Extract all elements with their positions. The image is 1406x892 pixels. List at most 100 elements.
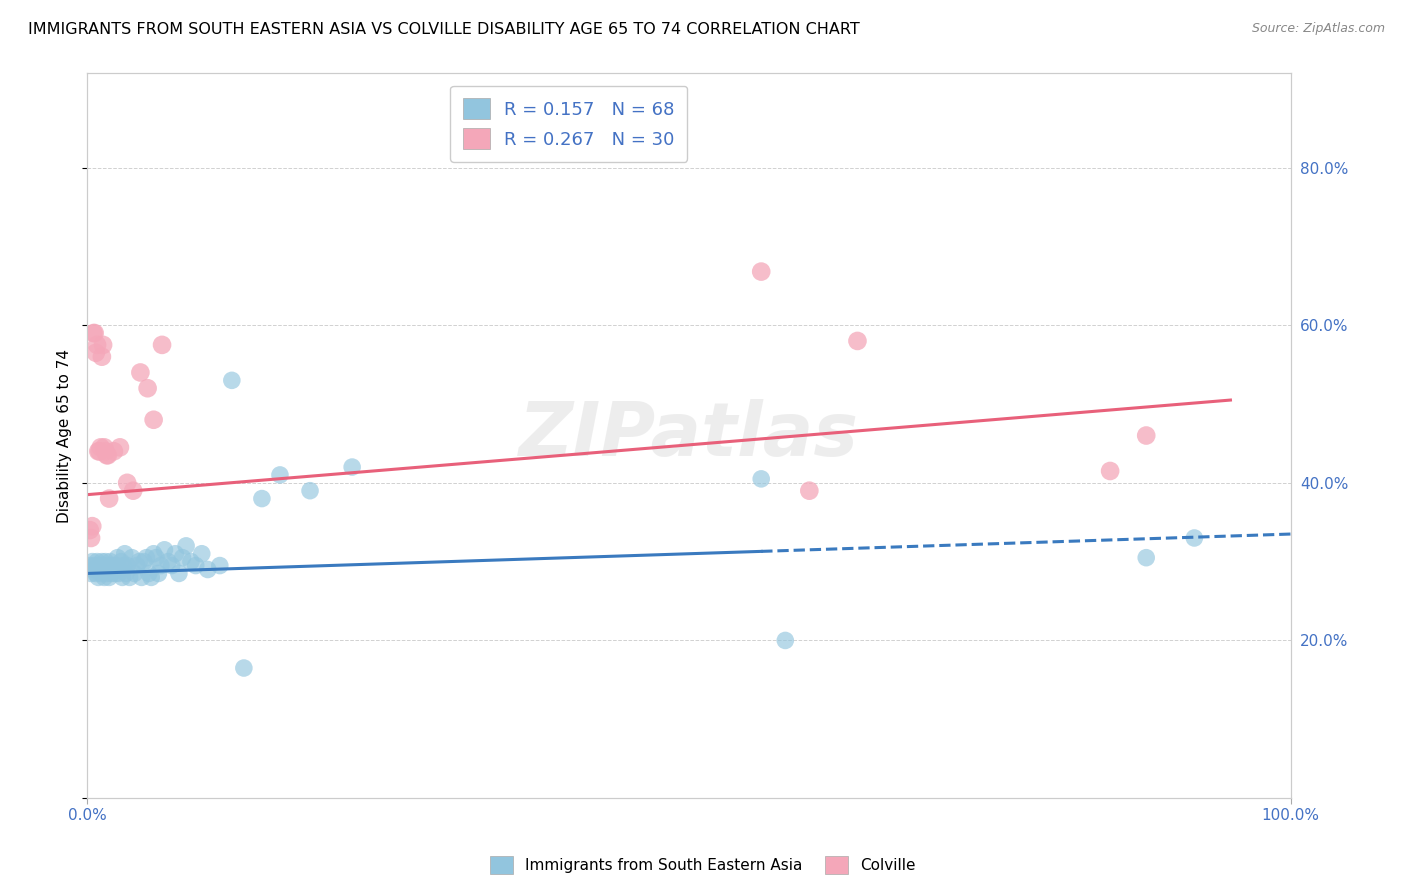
Point (172, 550, 194, 565)
Point (138, 566, 160, 581)
Point (82, 326, 104, 340)
Point (112, 558, 135, 573)
Point (90, 566, 112, 581)
Point (157, 555, 180, 569)
Point (111, 570, 134, 584)
Point (82, 555, 104, 569)
Point (108, 441, 131, 455)
Point (232, 661, 254, 675)
Point (91, 338, 114, 352)
Point (269, 467, 291, 482)
Point (103, 562, 125, 576)
Point (98, 555, 121, 569)
Point (150, 338, 173, 352)
Point (84, 345, 107, 359)
Point (115, 566, 138, 581)
Point (145, 550, 167, 565)
Point (90, 441, 112, 455)
Point (184, 558, 207, 573)
Point (131, 570, 153, 584)
Point (136, 381, 159, 395)
Point (250, 491, 273, 506)
Point (79, 558, 101, 573)
Point (114, 547, 136, 561)
Point (100, 566, 122, 581)
Point (132, 555, 155, 569)
Point (125, 558, 148, 573)
Point (118, 570, 141, 584)
Point (167, 566, 190, 581)
Point (221, 373, 243, 387)
Point (749, 264, 772, 278)
Point (180, 555, 202, 569)
Point (90, 350, 112, 364)
Point (105, 558, 128, 573)
Point (86, 338, 108, 352)
Point (93, 441, 115, 455)
Point (104, 566, 127, 581)
Point (83, 558, 105, 573)
Point (90, 555, 112, 569)
Point (82, 519, 104, 533)
Point (165, 547, 187, 561)
Point (208, 558, 231, 573)
Text: IMMIGRANTS FROM SOUTH EASTERN ASIA VS COLVILLE DISABILITY AGE 65 TO 74 CORRELATI: IMMIGRANTS FROM SOUTH EASTERN ASIA VS CO… (28, 22, 860, 37)
Point (799, 483, 821, 498)
Point (1135, 550, 1157, 565)
Point (103, 444, 125, 458)
Point (101, 558, 124, 573)
Point (153, 542, 176, 557)
Point (1099, 464, 1122, 478)
Y-axis label: Disability Age 65 to 74: Disability Age 65 to 74 (58, 349, 72, 523)
Point (160, 558, 183, 573)
Point (115, 558, 138, 573)
Point (93, 570, 115, 584)
Point (86, 555, 108, 569)
Point (142, 547, 165, 561)
Point (128, 555, 150, 569)
Point (148, 566, 170, 581)
Point (89, 444, 111, 458)
Point (96, 448, 118, 462)
Point (107, 566, 129, 581)
Point (82, 562, 104, 576)
Point (121, 550, 143, 565)
Point (91, 558, 114, 573)
Point (129, 366, 152, 380)
Point (80, 531, 103, 545)
Legend: Immigrants from South Eastern Asia, Colville: Immigrants from South Eastern Asia, Colv… (484, 850, 922, 880)
Point (94, 444, 117, 458)
Point (94, 555, 117, 569)
Point (846, 334, 869, 348)
Point (79, 523, 101, 537)
Point (149, 558, 172, 573)
Point (108, 562, 131, 576)
Point (174, 539, 197, 553)
Point (115, 475, 138, 490)
Point (141, 570, 163, 584)
Point (1135, 428, 1157, 442)
Point (98, 570, 121, 584)
Point (110, 555, 132, 569)
Point (299, 483, 322, 498)
Text: Source: ZipAtlas.com: Source: ZipAtlas.com (1251, 22, 1385, 36)
Point (340, 460, 363, 475)
Point (1182, 531, 1205, 545)
Point (135, 550, 157, 565)
Point (80, 566, 103, 581)
Point (89, 558, 111, 573)
Point (84, 566, 107, 581)
Point (98, 491, 121, 506)
Point (97, 558, 120, 573)
Point (124, 566, 146, 581)
Text: ZIPatlas: ZIPatlas (519, 399, 859, 472)
Point (107, 550, 129, 565)
Point (749, 472, 772, 486)
Point (96, 566, 118, 581)
Point (775, 633, 797, 648)
Point (122, 483, 145, 498)
Point (190, 547, 212, 561)
Legend: R = 0.157   N = 68, R = 0.267   N = 30: R = 0.157 N = 68, R = 0.267 N = 30 (450, 86, 688, 161)
Point (87, 444, 110, 458)
Point (97, 448, 120, 462)
